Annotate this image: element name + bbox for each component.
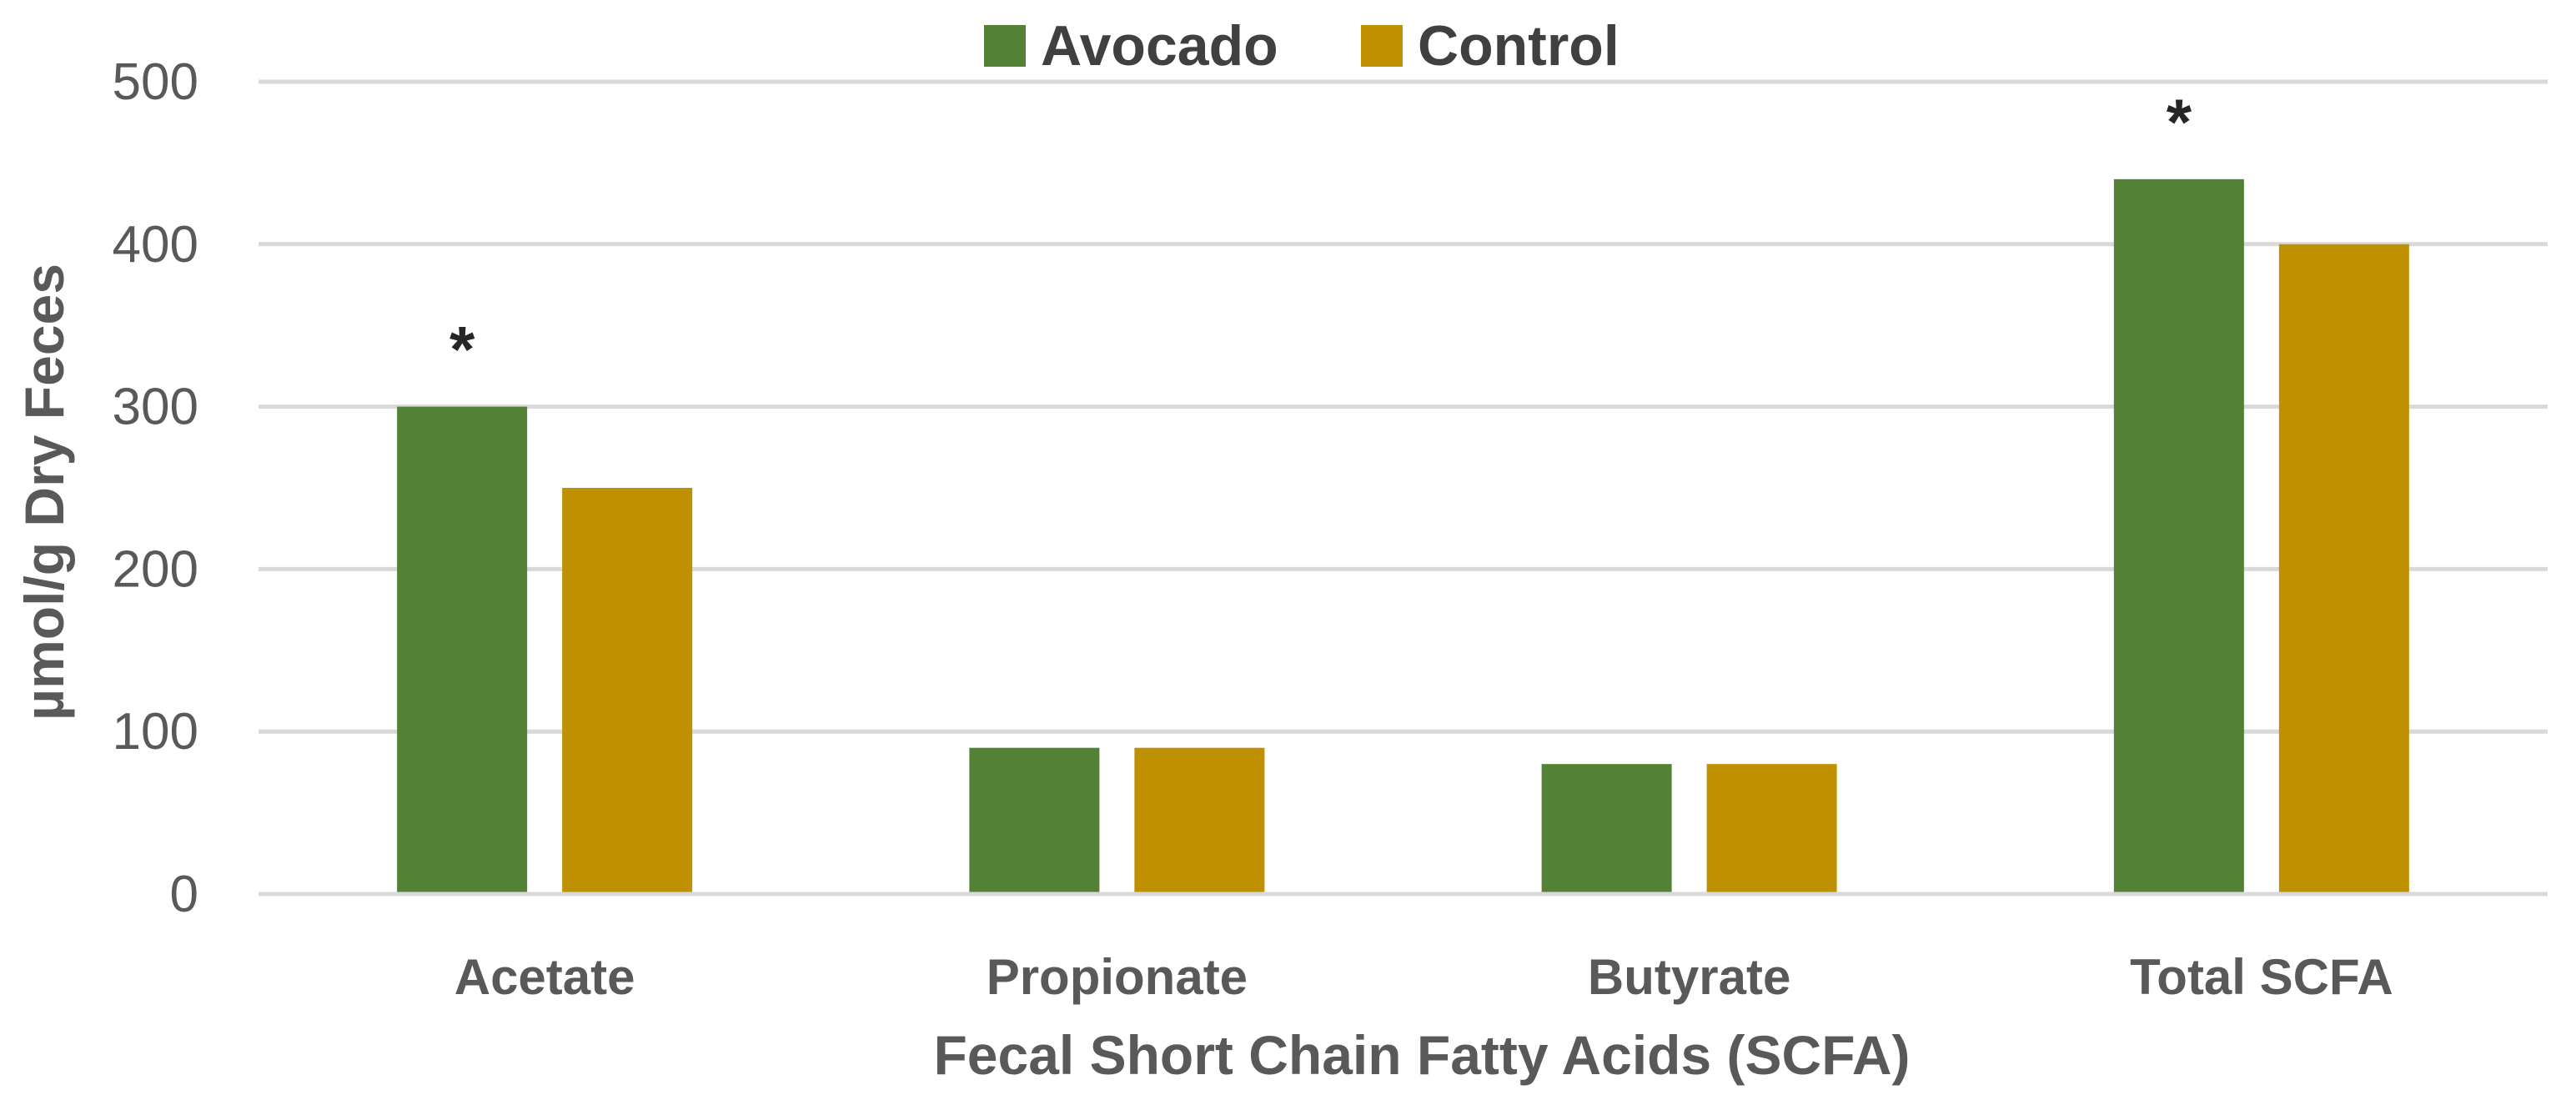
x-tick-label: Propionate [987, 949, 1248, 1005]
x-tick-label: Acetate [454, 949, 635, 1005]
x-axis-title: Fecal Short Chain Fatty Acids (SCFA) [933, 1024, 1910, 1086]
significance-annotations: ** [449, 85, 2192, 386]
y-axis-ticks: 0 100 200 300 400 500 [113, 53, 198, 923]
legend-swatch-control [1361, 25, 1403, 67]
bar-avocado-propionate [969, 747, 1100, 894]
y-tick-label: 500 [113, 53, 198, 111]
bar-avocado-total-scfa [2113, 178, 2244, 894]
bar-control-acetate [562, 488, 693, 894]
significance-asterisk: * [2167, 85, 2192, 158]
x-tick-label: Total SCFA [2130, 949, 2393, 1005]
x-tick-label: Butyrate [1588, 949, 1790, 1005]
legend-label-control: Control [1418, 14, 1619, 78]
legend: Avocado Control [984, 14, 1619, 78]
bar-control-propionate [1134, 747, 1265, 894]
bar-avocado-acetate [397, 406, 528, 895]
legend-swatch-avocado [984, 25, 1026, 67]
y-tick-label: 100 [113, 703, 198, 761]
bar-control-total-scfa [2278, 244, 2409, 894]
significance-asterisk: * [449, 313, 475, 386]
bars [259, 178, 2548, 897]
legend-label-avocado: Avocado [1041, 14, 1278, 78]
y-tick-label: 0 [170, 866, 198, 923]
y-axis-title: µmol/g Dry Feces [13, 264, 75, 721]
bar-avocado-butyrate [1541, 764, 1672, 894]
x-axis-ticks: Acetate Propionate Butyrate Total SCFA [454, 949, 2393, 1005]
y-tick-label: 300 [113, 379, 198, 436]
y-tick-label: 400 [113, 216, 198, 274]
y-tick-label: 200 [113, 540, 198, 598]
bar-control-butyrate [1706, 764, 1837, 894]
